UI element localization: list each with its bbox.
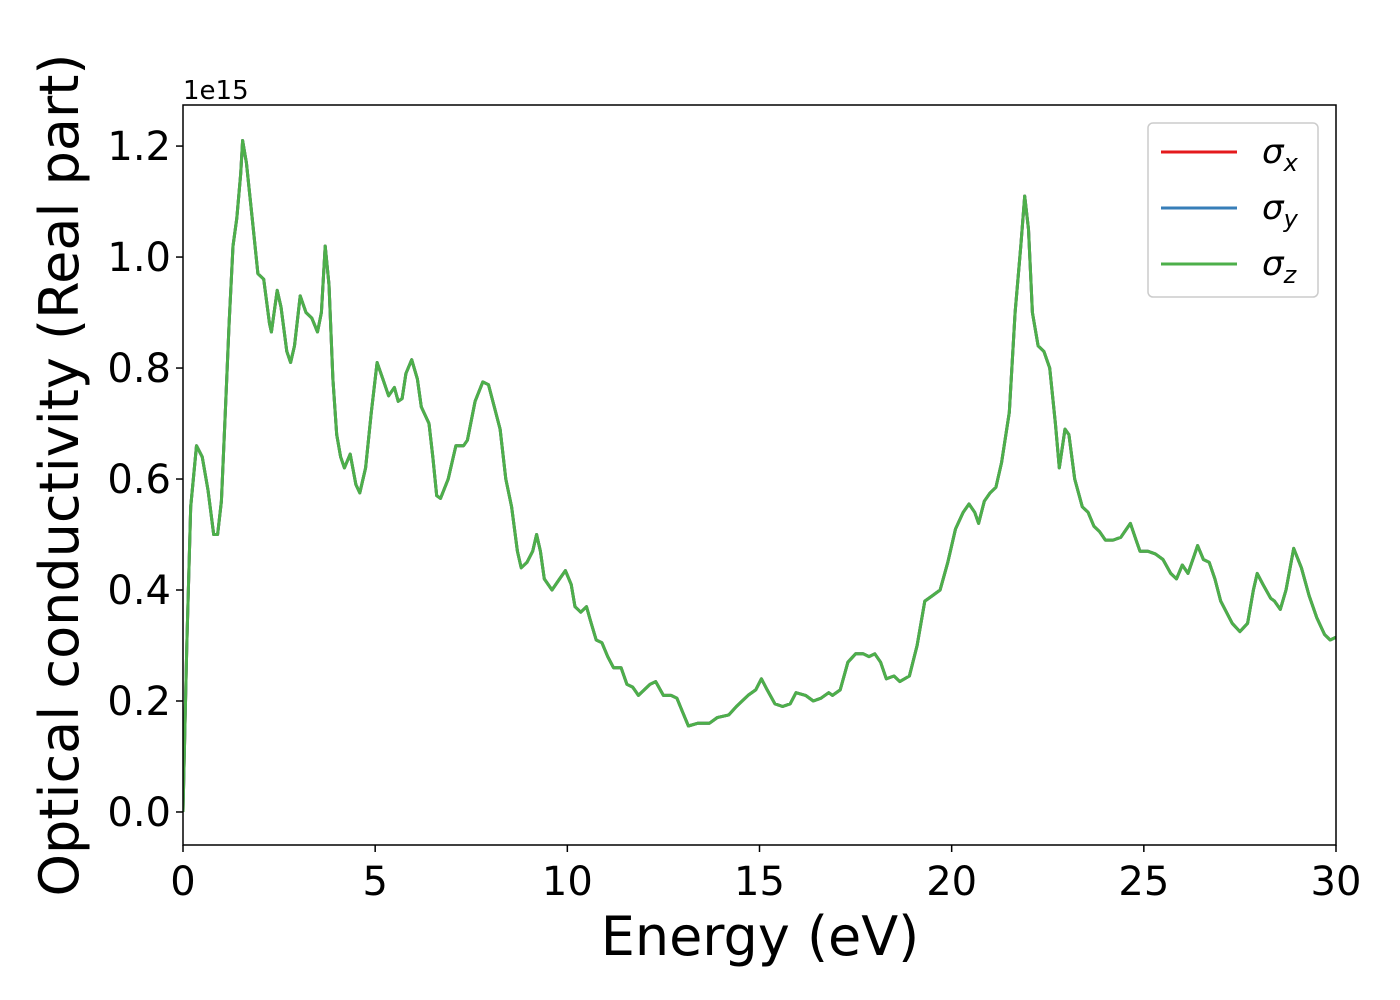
x-tick-label: 20 [926,859,977,905]
plot-frame [182,104,1337,846]
y-tick-label: 0.2 [107,679,171,725]
legend-box [1147,122,1319,298]
y-tick-label: 0.6 [107,457,171,503]
legend-label: σy [1262,188,1299,233]
x-tick-label: 5 [362,859,387,905]
y-tick-label: 0.8 [107,346,171,392]
x-tick-label: 30 [1311,859,1362,905]
y-tick-label: 0.0 [107,790,171,836]
x-tick-label: 25 [1118,859,1169,905]
legend-label: σx [1262,132,1299,177]
x-tick-label: 10 [542,859,593,905]
y-tick-label: 1.2 [107,124,171,170]
y-tick-label: 0.4 [107,568,171,614]
x-tick-label: 15 [734,859,785,905]
y-tick-label: 1.0 [107,235,171,281]
x-axis-label: Energy (eV) [601,905,920,968]
series-line [183,139,1336,813]
legend-label: σz [1262,244,1298,289]
y-axis-label: Optical conductivity (Real part) [28,54,91,897]
x-tick-label: 0 [170,859,195,905]
y-offset-label: 1e15 [183,76,249,106]
